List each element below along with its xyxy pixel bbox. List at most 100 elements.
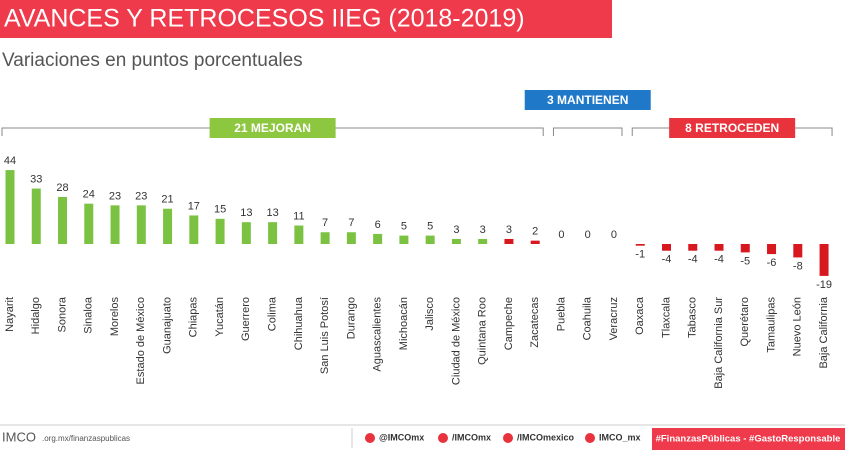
footer-url: .org.mx/finanzaspublicas xyxy=(42,434,130,443)
value-label: 0 xyxy=(558,229,564,241)
x-tick-label: Nuevo León xyxy=(792,297,804,356)
x-tick-label: Morelos xyxy=(109,297,121,337)
bar xyxy=(819,244,829,276)
bar xyxy=(793,244,803,258)
bar xyxy=(163,208,173,244)
bar xyxy=(110,205,120,244)
group-bracket xyxy=(552,127,623,136)
x-tick-label: Campeche xyxy=(503,297,515,350)
bar xyxy=(373,233,383,244)
value-label: 7 xyxy=(348,217,354,229)
x-tick-label: Estado de México xyxy=(135,297,147,384)
group-label-bg xyxy=(524,90,651,110)
value-label: -19 xyxy=(816,279,832,291)
bar xyxy=(5,170,15,244)
x-tick-label: Chihuahua xyxy=(293,296,305,350)
value-label: 15 xyxy=(214,204,226,216)
value-label: -5 xyxy=(740,255,750,267)
value-label: 17 xyxy=(188,200,200,212)
value-label: -6 xyxy=(767,257,777,269)
group-label-bg xyxy=(209,118,336,138)
x-tick-label: Querétaro xyxy=(739,297,751,347)
x-tick-label: Yucatán xyxy=(214,297,226,337)
x-tick-label: Ciudad de México xyxy=(450,297,462,385)
icon xyxy=(503,433,513,443)
value-label: 44 xyxy=(4,155,16,167)
bar xyxy=(294,225,304,244)
bar xyxy=(189,215,199,244)
x-tick-label: Chiapas xyxy=(188,297,200,338)
bar xyxy=(399,235,409,244)
bar xyxy=(84,203,94,244)
x-tick-label: Guerrero xyxy=(240,297,252,341)
x-tick-label: Tlaxcala xyxy=(660,296,672,338)
value-label: 5 xyxy=(401,221,407,233)
x-tick-label: Quintana Roo xyxy=(477,297,489,365)
value-label: 33 xyxy=(30,173,42,185)
value-label: 2 xyxy=(532,226,538,238)
value-label: 3 xyxy=(506,224,512,236)
bar xyxy=(268,222,278,244)
value-label: 0 xyxy=(611,229,617,241)
x-tick-label: Durango xyxy=(345,297,357,339)
footer-twitter[interactable]: @IMCOmx xyxy=(379,432,424,442)
bar xyxy=(504,238,514,244)
x-tick-label: Baja California Sur xyxy=(713,297,725,389)
value-label: 3 xyxy=(480,224,486,236)
hashtag-bg xyxy=(652,428,845,450)
bar xyxy=(215,218,225,244)
x-tick-label: Puebla xyxy=(555,296,567,331)
bar xyxy=(451,238,461,244)
footer-facebook[interactable]: /IMCOmx xyxy=(452,432,491,442)
value-label: -4 xyxy=(688,254,698,266)
group-label: 21 MEJORAN xyxy=(234,121,311,135)
x-tick-label: Tamaulipas xyxy=(765,297,777,353)
x-tick-label: Colima xyxy=(267,296,279,331)
title-bg xyxy=(0,0,612,38)
chart-title: AVANCES Y RETROCESOS IIEG (2018-2019) xyxy=(4,5,525,33)
footer-hashtags: #FinanzasPúblicas - #GastoResponsable xyxy=(656,434,841,445)
group-label-bg xyxy=(669,118,796,138)
value-label: 7 xyxy=(322,217,328,229)
footer-logo: IMCO xyxy=(2,429,36,444)
x-tick-label: Coahuila xyxy=(582,296,594,340)
value-label: 13 xyxy=(266,207,278,219)
bar xyxy=(635,244,645,246)
bar xyxy=(320,232,330,244)
icon xyxy=(365,433,375,443)
value-label: 13 xyxy=(240,207,252,219)
value-label: 23 xyxy=(109,190,121,202)
x-tick-label: Sonora xyxy=(56,296,68,332)
value-label: 28 xyxy=(56,182,68,194)
x-tick-label: Tabasco xyxy=(687,297,699,338)
footer-youtube[interactable]: /IMCOmexico xyxy=(517,432,575,442)
x-tick-label: Guanajuato xyxy=(161,297,173,354)
x-tick-label: Oaxaca xyxy=(634,296,646,335)
value-label: 23 xyxy=(135,190,147,202)
value-label: -4 xyxy=(714,254,724,266)
value-label: 24 xyxy=(83,189,95,201)
bar xyxy=(767,244,777,255)
bar xyxy=(688,244,698,251)
bar xyxy=(241,222,251,244)
value-label: -8 xyxy=(793,260,803,272)
x-tick-label: San Luis Potosí xyxy=(319,297,331,374)
bar xyxy=(478,238,488,244)
value-label: 3 xyxy=(453,224,459,236)
bar xyxy=(425,235,435,244)
x-tick-label: Nayarit xyxy=(4,297,16,332)
value-label: -1 xyxy=(635,249,645,261)
icon xyxy=(585,433,595,443)
group-label: 3 MANTIENEN xyxy=(547,93,628,107)
footer-instagram[interactable]: IMCO_mx xyxy=(599,432,641,442)
x-tick-label: Hidalgo xyxy=(30,297,42,334)
bar xyxy=(136,205,146,244)
bar xyxy=(346,232,356,244)
bar xyxy=(58,196,68,244)
bar xyxy=(662,244,671,251)
value-label: 5 xyxy=(427,221,433,233)
bar xyxy=(740,244,750,253)
x-tick-label: Veracruz xyxy=(608,297,620,340)
x-tick-label: Jalisco xyxy=(424,297,436,331)
